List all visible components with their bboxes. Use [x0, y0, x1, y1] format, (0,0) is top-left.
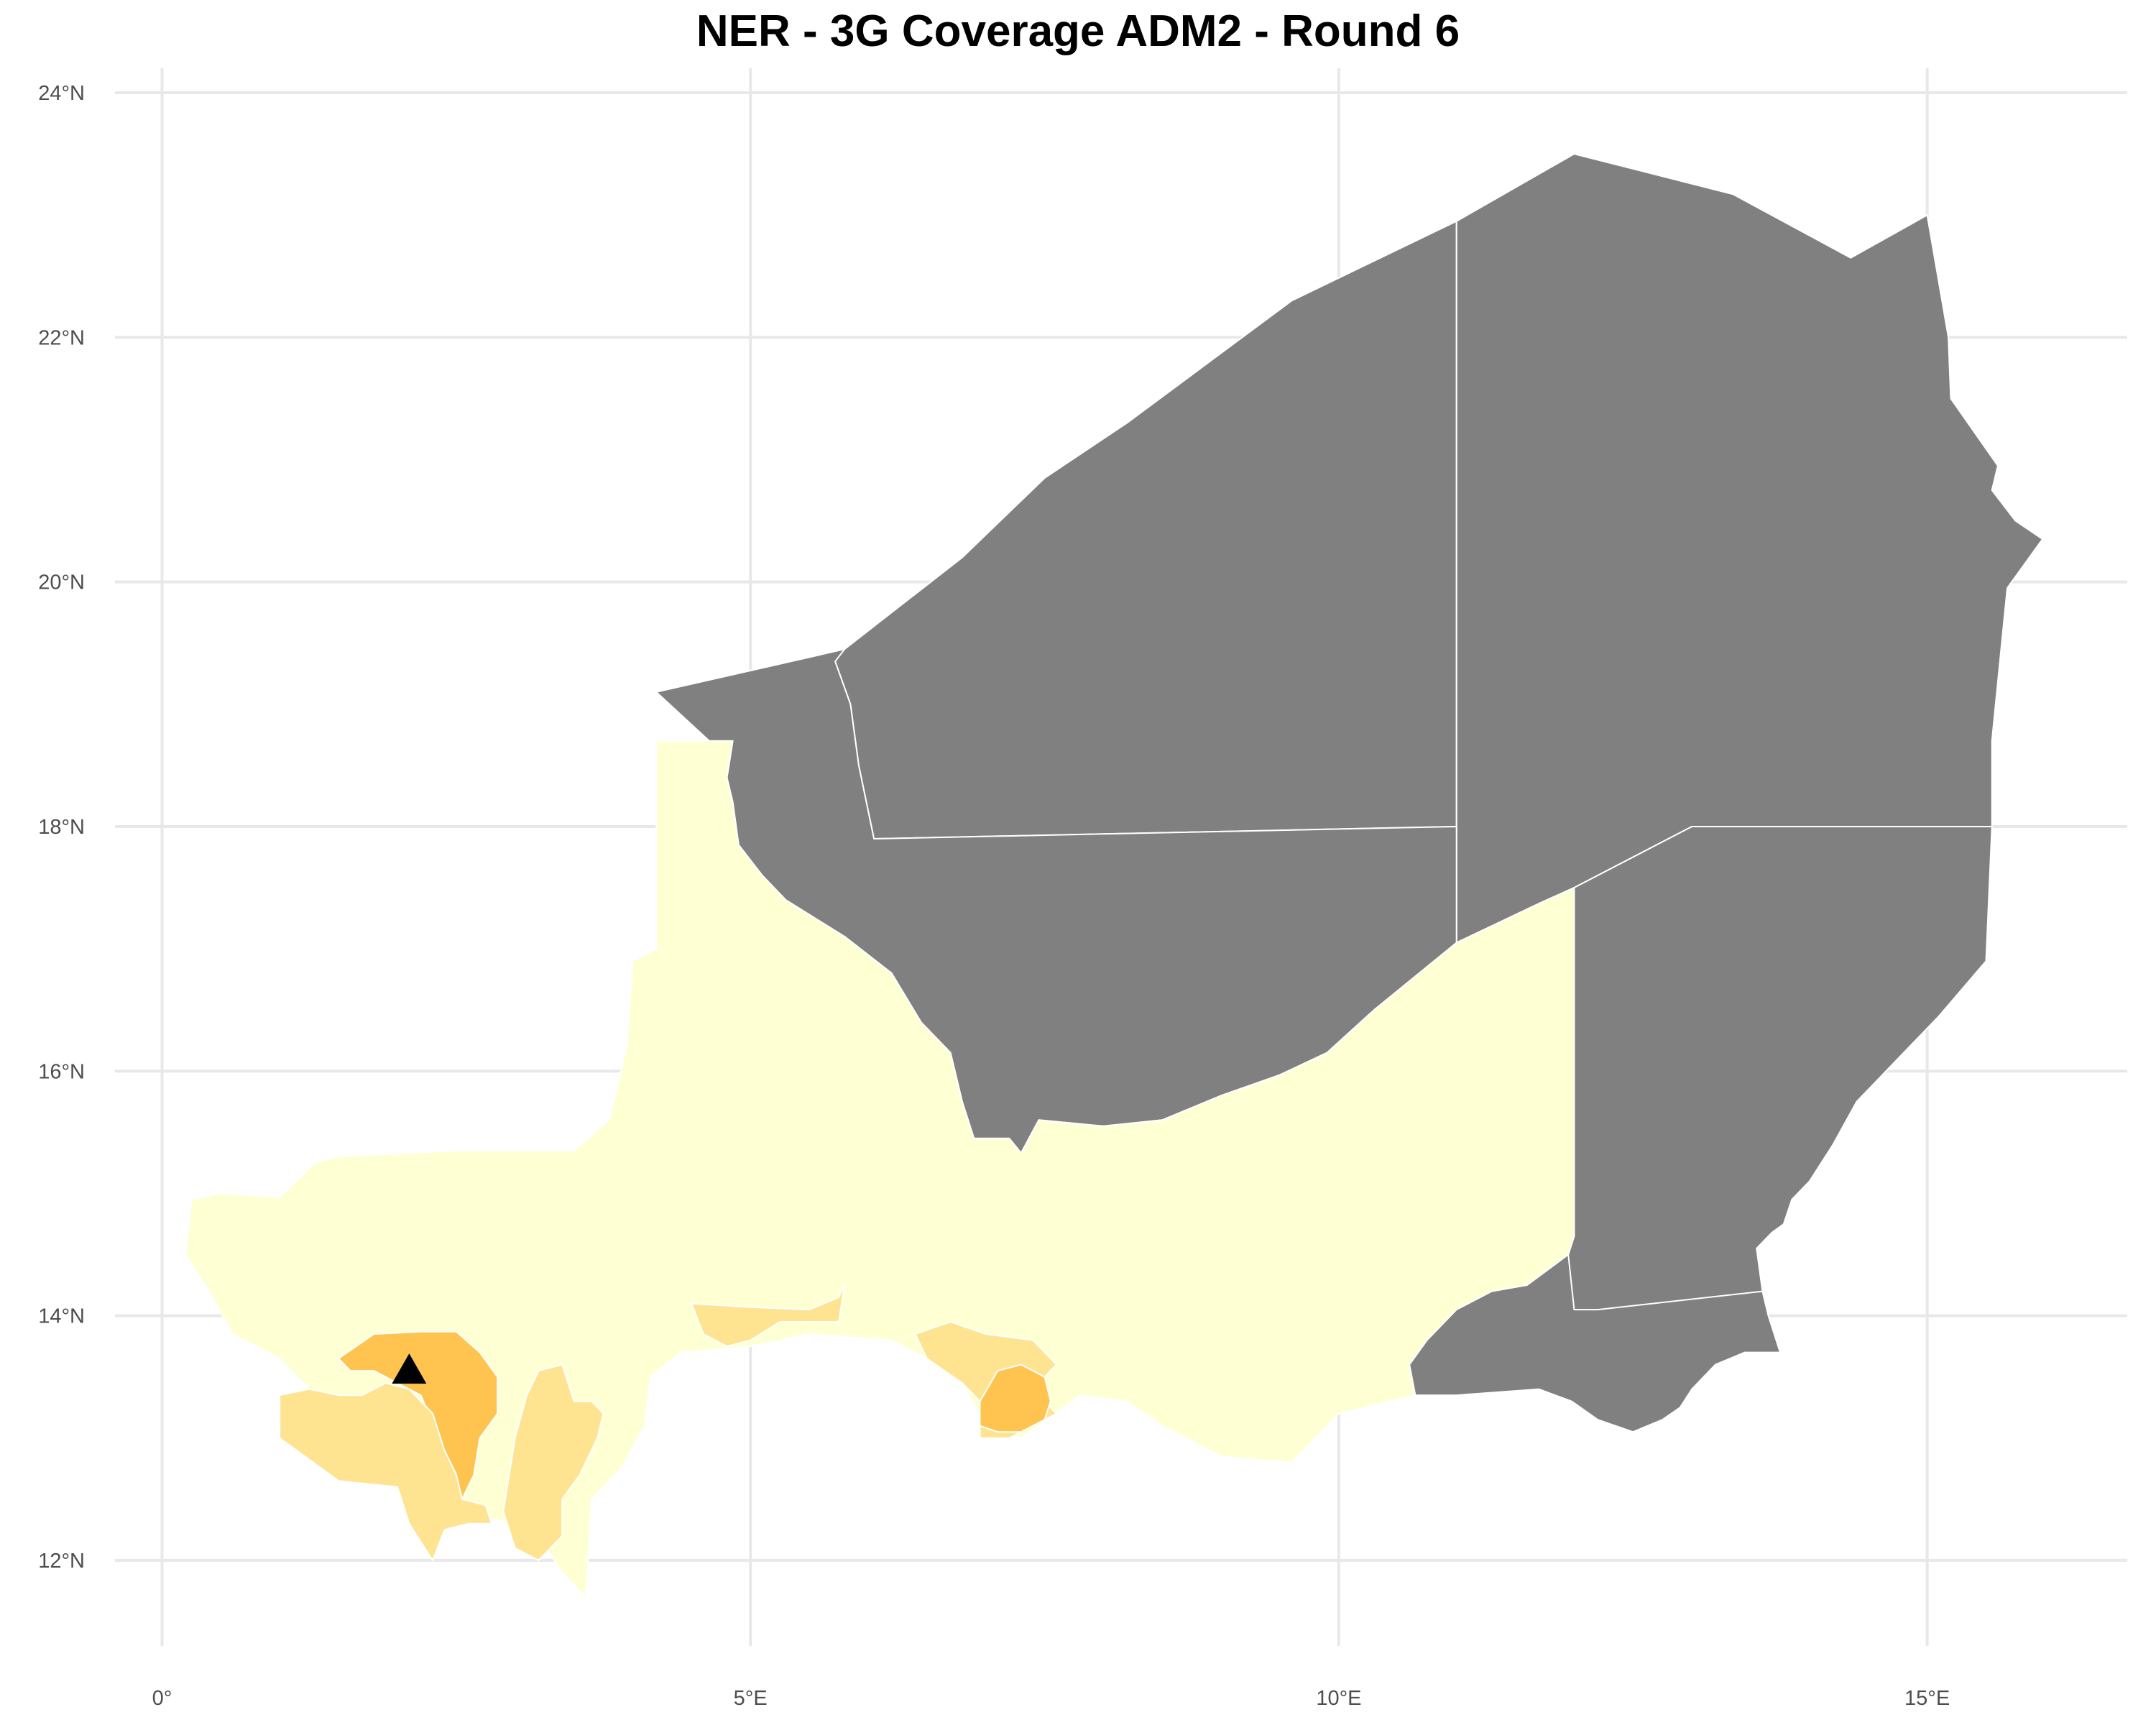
axis-labels: 0° 5°E 10°E 15°E 12°N 14°N 16°N 18°N 20°N 22°N 24°…: [38, 82, 1950, 1710]
region-dosso-coverage-medium: [502, 1363, 604, 1561]
x-tick-label: 5°E: [734, 1687, 768, 1710]
region-diffa-south-west: [1409, 1254, 1781, 1433]
x-tick-label: 10°E: [1316, 1687, 1361, 1710]
region-maradi-coverage-high: [979, 1363, 1051, 1433]
capital-triangle-marker: [392, 1353, 427, 1384]
region-north-east: [1455, 153, 2044, 944]
map-title: NER - 3G Coverage ADM2 - Round 6: [696, 6, 1460, 56]
x-tick-label: 0°: [152, 1687, 172, 1710]
region-tillaberi-south-medium: [279, 1382, 492, 1561]
y-tick-label: 12°N: [38, 1550, 85, 1573]
region-niamey-coverage-high: [338, 1330, 499, 1500]
y-tick-label: 14°N: [38, 1305, 85, 1328]
capital-marker-layer: [392, 1353, 427, 1384]
y-tick-label: 18°N: [38, 816, 85, 839]
region-tahoua-coverage-medium: [691, 1284, 846, 1348]
y-tick-label: 22°N: [38, 326, 85, 349]
y-tick-label: 24°N: [38, 82, 85, 105]
y-tick-label: 20°N: [38, 571, 85, 594]
adm2-regions: [185, 153, 2044, 1598]
x-tick-label: 15°E: [1904, 1687, 1950, 1710]
y-tick-label: 16°N: [38, 1060, 85, 1083]
